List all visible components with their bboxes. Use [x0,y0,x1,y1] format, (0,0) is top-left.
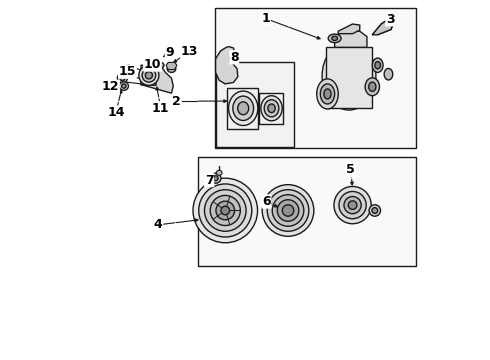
Ellipse shape [369,205,381,216]
Ellipse shape [317,79,338,109]
Text: 1: 1 [262,12,270,25]
Polygon shape [198,157,416,266]
Text: 11: 11 [152,102,170,115]
Ellipse shape [384,68,393,80]
Ellipse shape [262,185,314,236]
Ellipse shape [117,73,127,83]
Polygon shape [215,8,416,148]
Text: 5: 5 [346,163,355,176]
Ellipse shape [221,206,230,215]
Ellipse shape [210,173,221,183]
Ellipse shape [119,82,128,90]
Ellipse shape [341,66,357,86]
Text: 6: 6 [262,195,271,208]
Ellipse shape [328,49,370,103]
Ellipse shape [386,22,393,29]
Text: 12: 12 [102,80,119,93]
Ellipse shape [124,65,133,74]
Polygon shape [166,62,177,69]
Ellipse shape [233,96,253,121]
Polygon shape [216,62,294,147]
Bar [227,88,258,129]
Ellipse shape [267,190,309,231]
Ellipse shape [146,72,152,79]
Ellipse shape [261,96,282,121]
Ellipse shape [216,170,222,175]
Ellipse shape [335,58,363,94]
Polygon shape [335,31,367,47]
Ellipse shape [375,62,381,69]
Ellipse shape [193,178,258,243]
Ellipse shape [282,205,294,216]
Polygon shape [141,65,173,93]
Text: 15: 15 [119,65,136,78]
Ellipse shape [264,100,279,117]
Ellipse shape [139,65,159,85]
Ellipse shape [210,195,240,226]
Ellipse shape [199,184,252,237]
Ellipse shape [142,68,156,82]
Ellipse shape [157,62,164,68]
Ellipse shape [126,67,131,72]
Ellipse shape [120,76,125,81]
Text: 10: 10 [144,58,161,71]
Ellipse shape [228,91,258,126]
Ellipse shape [204,190,246,231]
Bar [326,47,372,108]
Ellipse shape [368,82,376,91]
Ellipse shape [216,201,235,220]
Ellipse shape [226,73,234,79]
Ellipse shape [365,78,379,96]
Ellipse shape [221,49,230,56]
Ellipse shape [272,195,304,226]
Text: 14: 14 [107,106,124,119]
Polygon shape [338,24,360,34]
Text: 2: 2 [172,95,181,108]
Ellipse shape [213,176,218,181]
Ellipse shape [324,89,331,99]
Polygon shape [372,21,392,35]
Ellipse shape [322,42,376,110]
Text: 4: 4 [154,218,163,231]
Ellipse shape [372,208,378,213]
Ellipse shape [372,58,383,72]
Ellipse shape [122,84,126,88]
Ellipse shape [320,84,335,104]
Text: 7: 7 [205,174,214,186]
Ellipse shape [348,201,357,210]
Polygon shape [141,65,156,85]
Text: 9: 9 [166,46,174,59]
Ellipse shape [332,36,338,41]
Ellipse shape [238,102,249,115]
Text: 13: 13 [181,45,198,58]
Polygon shape [216,46,238,84]
Ellipse shape [277,200,299,221]
Ellipse shape [339,192,366,219]
Ellipse shape [334,186,371,224]
Ellipse shape [167,65,176,72]
Ellipse shape [344,197,361,214]
Ellipse shape [328,34,341,42]
Text: 8: 8 [230,51,239,64]
Text: 3: 3 [386,13,394,26]
Ellipse shape [268,104,275,113]
Bar [259,93,283,124]
